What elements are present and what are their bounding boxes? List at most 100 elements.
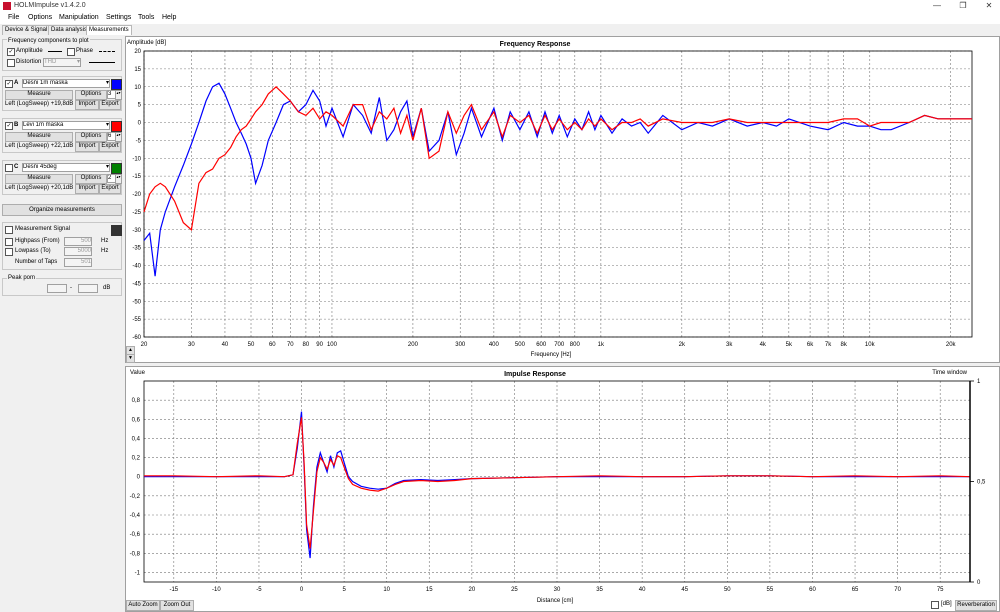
measurement-b-import-button[interactable]: Import: [75, 142, 99, 152]
freq-x-tick-label: 300: [455, 342, 466, 348]
close-button[interactable]: ✕: [985, 1, 993, 10]
phase-label: Phase: [76, 48, 94, 54]
freq-x-tick-label: 20: [141, 342, 148, 348]
reverberation-button[interactable]: Reverberation: [955, 600, 997, 611]
measurement-c-spinner[interactable]: ▴▾: [115, 174, 122, 184]
measurement-c-name-select[interactable]: Desni 45deg ▾: [22, 163, 110, 172]
measurement-signal-color-swatch[interactable]: [111, 225, 122, 236]
frequency-tick-labels: 20151050-5-10-15-20-25-30-35-40-45-50-55…: [132, 49, 956, 348]
imp-x-tick-label: 50: [724, 587, 731, 593]
taps-input[interactable]: 501: [64, 258, 92, 267]
measurement-c-import-button[interactable]: Import: [75, 184, 99, 194]
freq-y-tick-label: 10: [134, 85, 141, 91]
menu-help[interactable]: Help: [162, 14, 177, 21]
lowpass-unit: Hz: [101, 248, 109, 254]
measurement-a-color-swatch[interactable]: [111, 79, 122, 90]
measurement-b: ✓ B Levi 1m maska ▾ Measure Options 6 ▴▾ …: [2, 118, 122, 153]
measurement-a-name-select[interactable]: Desni 1m maska ▾: [22, 79, 110, 88]
freq-x-tick-label: 20k: [946, 342, 957, 348]
menu-file[interactable]: File: [8, 14, 20, 21]
highpass-input[interactable]: 500: [64, 237, 92, 246]
measurement-b-spinner[interactable]: ▴▾: [115, 132, 122, 142]
window-title: HOLMImpulse v1.4.2.0: [14, 2, 86, 9]
measurement-a-measure-button[interactable]: Measure: [5, 90, 73, 100]
freq-x-tick-label: 70: [287, 342, 294, 348]
measurement-c-letter: C: [14, 164, 19, 170]
freq-x-tick-label: 3k: [726, 342, 733, 348]
amplitude-label: Amplitude: [16, 48, 43, 54]
expand-down-button[interactable]: ▼: [126, 354, 135, 363]
freq-x-tick-label: 80: [303, 342, 310, 348]
menu-options[interactable]: Options: [28, 14, 53, 21]
distortion-select[interactable]: THD ▾: [43, 58, 81, 67]
auto-zoom-button[interactable]: Auto Zoom: [126, 600, 160, 611]
measurement-b-name-select[interactable]: Levi 1m maska ▾: [22, 121, 110, 130]
tab-device-signal[interactable]: Device & Signal: [2, 25, 51, 35]
measurement-c-color-swatch[interactable]: [111, 163, 122, 174]
measurement-b-color-swatch[interactable]: [111, 121, 122, 132]
measurement-b-options-button[interactable]: Options: [75, 132, 107, 142]
imp-x-tick-label: 5: [342, 587, 346, 593]
phase-checkbox[interactable]: [67, 48, 75, 56]
frequency-response-panel[interactable]: [125, 36, 1000, 363]
frequency-response-chart[interactable]: 20151050-5-10-15-20-25-30-35-40-45-50-55…: [125, 36, 1000, 363]
lowpass-input[interactable]: 5000: [64, 247, 92, 256]
tab-data-analysis[interactable]: Data analysis: [48, 25, 91, 35]
measurement-a-export-button[interactable]: Export: [99, 100, 121, 110]
db-checkbox[interactable]: [931, 601, 939, 609]
amplitude-checkbox[interactable]: ✓: [7, 48, 15, 56]
distortion-checkbox[interactable]: [7, 59, 15, 67]
measurement-a: ✓ A Desni 1m maska ▾ Measure Options 3 ▴▾…: [2, 76, 122, 111]
freq-x-tick-label: 60: [269, 342, 276, 348]
peak-to-input[interactable]: [78, 284, 98, 293]
measurement-c-export-button[interactable]: Export: [99, 184, 121, 194]
menu-tools[interactable]: Tools: [138, 14, 155, 21]
impulse-response-chart[interactable]: 0,8 0,6 0,4 0,2 0 -0,2 -0,4 -0,6 -0,8 -1 -15 -10 -5 0…: [125, 366, 1000, 612]
menu-settings[interactable]: Settings: [106, 14, 132, 21]
zoom-out-button[interactable]: Zoom Out: [160, 600, 194, 611]
components-group: Frequency components to plot ✓ Amplitude…: [2, 38, 122, 71]
impulse-series: [144, 381, 971, 582]
freq-x-tick-label: 40: [222, 342, 229, 348]
db-label: [dB]: [941, 601, 952, 607]
freq-y-tick-label: -50: [132, 299, 141, 305]
imp-x-tick-label: 55: [767, 587, 774, 593]
freq-x-tick-label: 6k: [807, 342, 814, 348]
tab-measurements[interactable]: Measurements: [86, 25, 132, 35]
peak-group: Peak pom - dB: [2, 275, 122, 296]
organize-measurements-button[interactable]: Organize measurements: [2, 204, 122, 216]
minimize-button[interactable]: —: [933, 1, 941, 10]
measurement-c-measure-button[interactable]: Measure: [5, 174, 73, 184]
measurement-b-checkbox[interactable]: ✓: [5, 122, 13, 130]
measurement-c-checkbox[interactable]: [5, 164, 13, 172]
freq-x-tick-label: 1k: [598, 342, 605, 348]
measurement-a-options-button[interactable]: Options: [75, 90, 107, 100]
measurement-c-options-button[interactable]: Options: [75, 174, 107, 184]
tab-bar: Device & Signal Data analysis Measuremen…: [0, 24, 1000, 35]
freq-plot-frame: [143, 50, 973, 338]
impulse-response-panel[interactable]: [125, 366, 1000, 612]
menu-manipulation[interactable]: Manipulation: [59, 14, 99, 21]
imp-title: Impulse Response: [504, 371, 566, 378]
impulse-grid: [143, 380, 974, 583]
imp-x-tick-label: 25: [511, 587, 518, 593]
freq-x-tick-label: 200: [408, 342, 419, 348]
amplitude-line-sample: [48, 51, 62, 52]
imp-y-tick-label: 0,8: [132, 398, 141, 404]
measurement-b-export-button[interactable]: Export: [99, 142, 121, 152]
highpass-checkbox[interactable]: [5, 238, 13, 246]
lowpass-checkbox[interactable]: [5, 248, 13, 256]
freq-y-tick-label: -55: [132, 317, 141, 323]
measurement-a-spinner[interactable]: ▴▾: [115, 90, 122, 100]
taps-label: Number of Taps: [15, 259, 58, 265]
maximize-button[interactable]: ❐: [959, 1, 967, 10]
imp-y-tick-label: 0,2: [132, 456, 141, 462]
frequency-series: [143, 82, 972, 277]
measurement-a-checkbox[interactable]: ✓: [5, 80, 13, 88]
measurement-a-import-button[interactable]: Import: [75, 100, 99, 110]
imp-y-tick-label: -0,6: [130, 532, 141, 538]
freq-xlabel: Frequency [Hz]: [531, 352, 572, 358]
peak-from-input[interactable]: [47, 284, 67, 293]
measurement-signal-checkbox[interactable]: [5, 226, 13, 234]
measurement-b-measure-button[interactable]: Measure: [5, 132, 73, 142]
